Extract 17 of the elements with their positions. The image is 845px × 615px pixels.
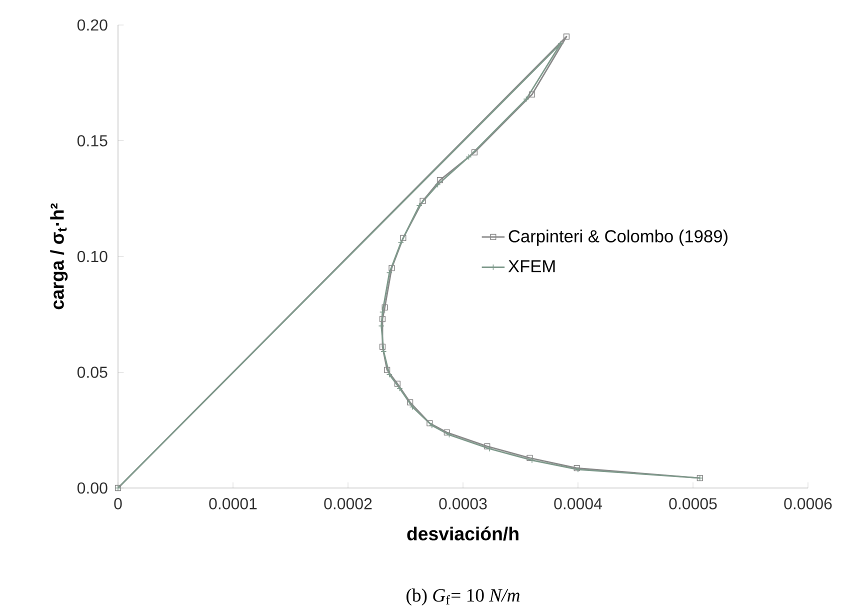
- y-tick-label: 0.20: [77, 19, 108, 31]
- y-tick-label: 0.00: [77, 482, 108, 494]
- x-tick-label: 0.0003: [439, 498, 487, 510]
- text: carga / σ$_{t}$·h²: [50, 203, 68, 310]
- x-tick-label: 0: [114, 498, 122, 510]
- y-tick-label: 0.10: [77, 250, 108, 262]
- legend-label: XFEM: [508, 260, 555, 272]
- text: (b) G$_{f}$= 10 N/m: [406, 588, 520, 606]
- x-tick-label: 0.0006: [784, 498, 832, 510]
- legend-label: Carpinteri & Colombo (1989): [508, 230, 728, 246]
- x-tick-label: 0.0004: [554, 498, 602, 510]
- y-tick-label: 0.15: [77, 135, 108, 146]
- x-tick-label: 0.0002: [324, 498, 372, 510]
- x-tick-label: 0.0001: [209, 498, 257, 510]
- x-axis-title: desviación/h: [407, 526, 518, 541]
- y-tick-label: 0.05: [77, 366, 108, 378]
- x-tick-label: 0.0005: [669, 498, 717, 510]
